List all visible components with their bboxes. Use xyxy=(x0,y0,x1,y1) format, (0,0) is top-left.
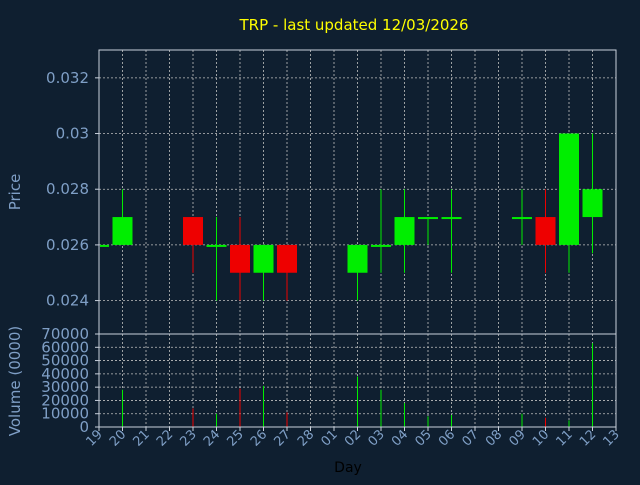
candle-27 xyxy=(277,244,297,301)
x-tick-label: 01 xyxy=(319,427,341,449)
candle-12 xyxy=(582,133,603,254)
candle-body xyxy=(559,133,579,245)
x-tick-label: 04 xyxy=(389,427,411,449)
x-tick-label: 23 xyxy=(178,427,200,449)
volume-panel-frame xyxy=(98,333,617,428)
candle-body xyxy=(371,244,391,247)
chart-title: TRP - last updated 12/03/2026 xyxy=(239,16,469,34)
volume-bars xyxy=(122,343,593,427)
candle-11 xyxy=(559,133,579,273)
candle-body xyxy=(253,244,274,273)
x-tick-label: 22 xyxy=(154,427,176,449)
volume-tick-label: 50000 xyxy=(41,352,89,370)
candle-03 xyxy=(371,189,391,273)
candle-09 xyxy=(512,189,532,245)
x-tick-label: 06 xyxy=(436,427,458,449)
x-tick-label: 07 xyxy=(460,427,482,449)
price-tick-label: 0.03 xyxy=(56,125,89,143)
volume-axis-label: Volume (0000) xyxy=(6,326,24,436)
candle-body xyxy=(112,217,133,245)
x-tick-label: 02 xyxy=(342,427,364,449)
candle-body xyxy=(535,217,556,245)
x-axis: 19 20 21 22 23 24 25 26 27 28 01 02 03 04 05 06 07 08 09 10… xyxy=(84,427,623,450)
volume-tick-label: 0 xyxy=(79,418,89,436)
price-tick-label: 0.024 xyxy=(46,292,89,310)
x-tick-label: 26 xyxy=(248,427,270,449)
candle-body xyxy=(582,189,603,218)
candle-05 xyxy=(418,217,438,245)
candles xyxy=(100,133,603,301)
candle-body xyxy=(206,244,227,247)
x-tick-label: 24 xyxy=(201,427,223,449)
x-tick-label: 08 xyxy=(483,427,505,449)
volume-tick-label: 10000 xyxy=(41,405,89,423)
candle-body xyxy=(347,244,368,273)
volume-tick-label: 70000 xyxy=(41,325,89,343)
candle-06 xyxy=(441,189,462,273)
candle-10 xyxy=(535,189,556,273)
price-axis: 0.024 0.026 0.028 0.03 0.032 xyxy=(46,69,99,310)
candle-body xyxy=(183,217,203,245)
candle-23 xyxy=(183,217,203,273)
candle-body xyxy=(100,244,109,247)
volume-tick-label: 30000 xyxy=(41,378,89,396)
x-tick-label: 21 xyxy=(131,427,153,449)
candle-26 xyxy=(253,244,274,301)
volume-tick-label: 40000 xyxy=(41,365,89,383)
x-tick-label: 03 xyxy=(366,427,388,449)
candle-body xyxy=(394,217,415,245)
x-tick-label: 13 xyxy=(601,427,623,449)
x-tick-label: 28 xyxy=(295,427,317,449)
candle-19 xyxy=(100,244,109,247)
x-tick-label: 27 xyxy=(272,427,294,449)
price-tick-label: 0.026 xyxy=(46,236,89,254)
candle-20 xyxy=(112,189,133,245)
candle-25 xyxy=(230,217,250,301)
x-tick-label: 20 xyxy=(107,427,129,449)
x-tick-label: 11 xyxy=(554,427,576,449)
candle-body xyxy=(230,244,250,273)
candle-body xyxy=(441,217,462,220)
price-tick-label: 0.028 xyxy=(46,180,89,198)
price-axis-label: Price xyxy=(6,174,24,211)
volume-tick-label: 20000 xyxy=(41,391,89,409)
candle-body xyxy=(418,217,438,220)
x-tick-label: 12 xyxy=(577,427,599,449)
x-tick-label: 25 xyxy=(225,427,247,449)
candle-body xyxy=(277,244,297,273)
candle-24 xyxy=(206,217,227,301)
volume-tick-label: 60000 xyxy=(41,338,89,356)
candle-04 xyxy=(394,189,415,273)
x-tick-label: 10 xyxy=(530,427,552,449)
price-tick-label: 0.032 xyxy=(46,69,89,87)
candle-02 xyxy=(347,244,368,301)
x-tick-label: 09 xyxy=(507,427,529,449)
x-axis-label: Day xyxy=(334,460,362,476)
candle-body xyxy=(512,217,532,220)
x-tick-label: 05 xyxy=(413,427,435,449)
